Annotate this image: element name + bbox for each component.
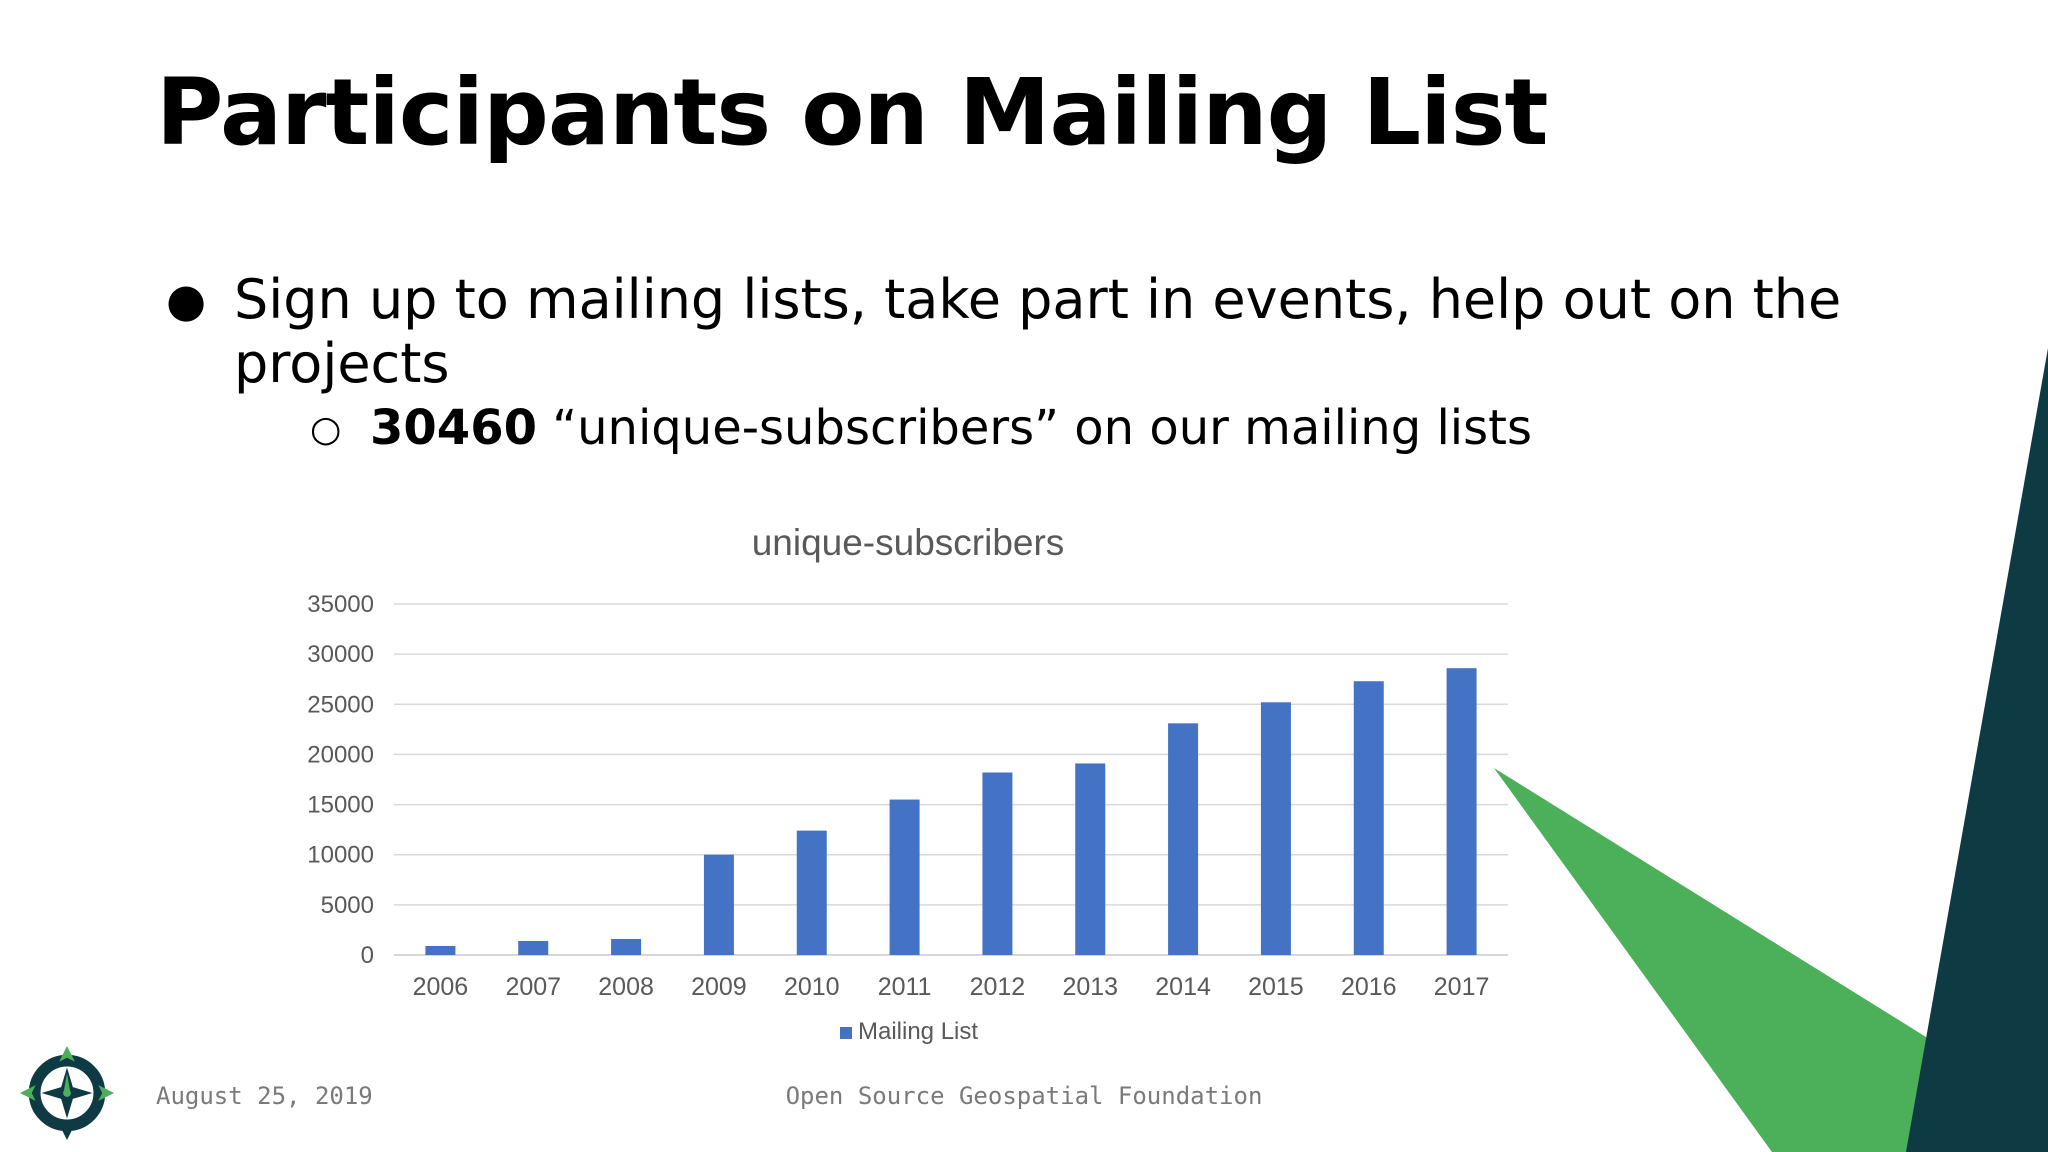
bar-2007: [518, 940, 549, 955]
x-tick-label: 2009: [691, 973, 747, 1001]
x-tick-label: 2011: [878, 973, 932, 1001]
bullet-list: ● Sign up to mailing lists, take part in…: [158, 268, 1898, 460]
legend-swatch: [840, 1027, 852, 1039]
y-tick-label: 0: [361, 942, 374, 969]
x-tick-label: 2015: [1248, 973, 1304, 1001]
bullet-circle-icon: ○: [310, 409, 342, 450]
x-tick-label: 2014: [1155, 973, 1211, 1001]
x-tick-label: 2012: [970, 973, 1026, 1001]
subscribers-chart: unique-subscribers 0 5000 10000 15000 20000 2…: [307, 522, 1508, 1045]
y-tick-label: 25000: [307, 691, 374, 718]
sub-bullet-text: “unique-subscribers” on our mailing list…: [537, 400, 1532, 456]
chart-title: unique-subscribers: [752, 522, 1065, 563]
bar-2006: [425, 945, 456, 955]
legend-label: Mailing List: [858, 1018, 978, 1045]
bar-2009: [703, 854, 734, 955]
y-tick-label: 20000: [307, 741, 374, 768]
green-triangle-shape: [1494, 768, 1926, 1152]
osgeo-compass-logo: [19, 1045, 115, 1141]
footer-date: August 25, 2019: [156, 1082, 373, 1110]
subscriber-count: 30460: [370, 400, 537, 456]
bar-2013: [1075, 763, 1106, 955]
bar-2014: [1168, 723, 1199, 955]
bar-2010: [796, 830, 827, 955]
y-tick-label: 10000: [307, 842, 374, 869]
x-tick-label: 2007: [505, 973, 561, 1001]
bullet-item: ● Sign up to mailing lists, take part in…: [158, 268, 1898, 396]
y-tick-label: 15000: [307, 792, 374, 819]
bullet-disc-icon: ●: [166, 273, 207, 327]
y-tick-label: 5000: [321, 892, 374, 919]
x-tick-label: 2017: [1434, 973, 1490, 1001]
bar-2011: [889, 799, 920, 955]
footer-organization: Open Source Geospatial Foundation: [785, 1082, 1263, 1110]
x-tick-label: 2010: [784, 973, 840, 1001]
y-tick-label: 35000: [307, 591, 374, 618]
x-tick-label: 2008: [598, 973, 654, 1001]
dark-teal-shape: [1906, 348, 2048, 1152]
x-tick-label: 2006: [413, 973, 469, 1001]
x-tick-label: 2016: [1341, 973, 1397, 1001]
bar-2016: [1353, 681, 1384, 955]
bar-2008: [611, 938, 642, 955]
bar-2012: [982, 772, 1013, 955]
bar-2015: [1260, 702, 1291, 955]
y-tick-label: 30000: [307, 641, 374, 668]
bullet-text: Sign up to mailing lists, take part in e…: [234, 268, 1842, 395]
sub-bullet-item: ○ 30460 “unique-subscribers” on our mail…: [310, 396, 1898, 460]
slide-title: Participants on Mailing List: [156, 59, 1548, 166]
bar-2017: [1446, 668, 1477, 955]
x-tick-label: 2013: [1062, 973, 1118, 1001]
